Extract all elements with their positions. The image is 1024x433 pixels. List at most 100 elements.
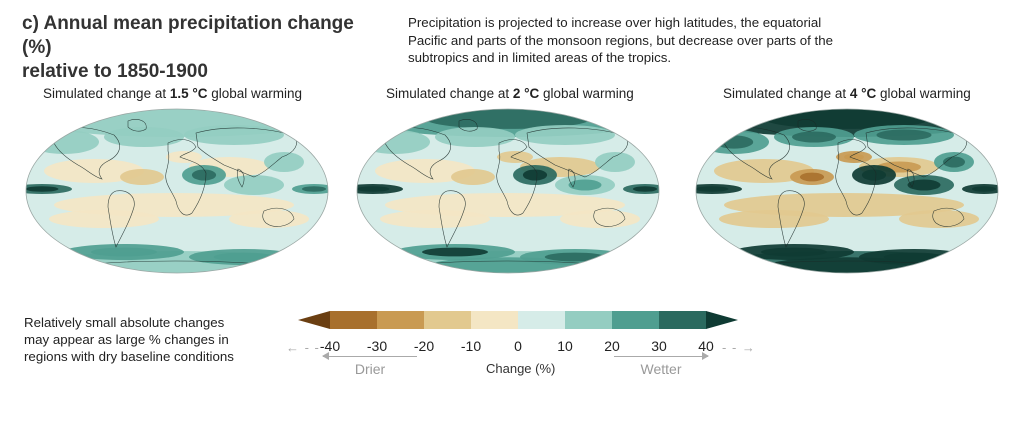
map-field — [357, 109, 659, 273]
precip-region — [166, 151, 202, 163]
colorbar-segment — [659, 311, 707, 329]
colorbar-segment — [424, 311, 472, 329]
coastline — [906, 168, 915, 188]
legend-axis-title: Change (%) — [486, 361, 556, 376]
colorbar-segment — [565, 311, 613, 329]
precip-core — [213, 252, 275, 262]
precip-core — [91, 247, 157, 257]
panel-title-line1: c) Annual mean precipitation change (%) — [22, 13, 354, 58]
precip-core — [422, 247, 488, 257]
precip-core — [792, 131, 836, 143]
description-line3: subtropics and in limited areas of the t… — [408, 50, 672, 65]
precip-region — [719, 210, 829, 228]
colorbar-segment — [518, 311, 566, 329]
map-label-1-5: Simulated change at 1.5 °C global warmin… — [43, 86, 303, 101]
tick-40: 40 — [698, 338, 714, 354]
precip-region — [899, 210, 979, 228]
map-label-4: Simulated change at 4 °C global warming — [723, 86, 971, 101]
precip-core — [522, 169, 548, 181]
note-line2: may appear as large % changes in — [24, 332, 229, 347]
right-dashed-arrow-icon: - - → — [722, 340, 756, 355]
tick-minus-40: -40 — [319, 338, 341, 354]
colorbar-extend-max — [706, 311, 738, 329]
drier-arrow-icon — [322, 352, 417, 360]
map-border — [695, 108, 999, 274]
panel-title: c) Annual mean precipitation change (%) … — [22, 12, 382, 84]
coastline — [262, 207, 295, 227]
drier-indicator: Drier — [322, 352, 417, 377]
tick-10: 10 — [557, 338, 573, 354]
precip-core — [191, 169, 217, 181]
wetter-indicator: Wetter — [614, 352, 709, 377]
precip-core — [799, 172, 825, 182]
coastline — [723, 126, 790, 180]
precip-region — [560, 210, 640, 228]
precip-region — [264, 152, 304, 172]
precip-region — [29, 130, 99, 154]
colorbar-segment — [471, 311, 519, 329]
tick-30: 30 — [651, 338, 667, 354]
coastline — [127, 119, 147, 132]
colorbar-segment — [612, 311, 660, 329]
baseline-note: Relatively small absolute changes may ap… — [24, 314, 274, 365]
precip-core — [844, 153, 864, 161]
precip-region — [44, 159, 144, 183]
note-line1: Relatively small absolute changes — [24, 315, 225, 330]
precip-core — [26, 186, 59, 192]
coastline — [165, 139, 207, 216]
tick-20: 20 — [604, 338, 620, 354]
coastline — [107, 190, 135, 248]
precip-region — [714, 159, 814, 183]
panel-description: Precipitation is projected to increase o… — [408, 14, 888, 67]
coastline — [496, 139, 538, 216]
precip-region — [120, 169, 164, 185]
map-label-2: Simulated change at 2 °C global warming — [386, 86, 634, 101]
coastline — [797, 119, 817, 132]
map-field — [696, 109, 998, 273]
precip-core — [761, 247, 827, 257]
coastline — [865, 127, 967, 178]
tick-0: 0 — [514, 338, 522, 354]
colorbar-extend-min — [298, 311, 330, 329]
map-2-degree — [355, 107, 661, 275]
precip-core — [883, 252, 945, 262]
precip-core — [568, 179, 602, 191]
coastline — [932, 207, 965, 227]
coastline — [458, 119, 478, 132]
precip-core — [876, 129, 932, 141]
precip-core — [357, 186, 390, 192]
precip-core — [301, 186, 327, 192]
description-line1: Precipitation is projected to increase o… — [408, 15, 822, 30]
precip-core — [943, 156, 965, 168]
tick-minus-10: -10 — [460, 338, 482, 354]
map-4-degree — [694, 107, 1000, 275]
note-line3: regions with dry baseline conditions — [24, 349, 234, 364]
coastline — [593, 207, 626, 227]
precip-core — [907, 179, 941, 191]
coastline — [777, 190, 805, 248]
precip-core — [425, 109, 591, 129]
colorbar-segment — [330, 311, 378, 329]
tick-minus-30: -30 — [366, 338, 388, 354]
precip-region — [229, 210, 309, 228]
precip-core — [632, 186, 658, 192]
wetter-arrow-icon — [614, 352, 709, 360]
precip-core — [971, 186, 997, 192]
precip-region — [451, 169, 495, 185]
precip-region — [360, 130, 430, 154]
wetter-label: Wetter — [640, 361, 682, 377]
coastline — [195, 127, 297, 178]
drier-label: Drier — [354, 361, 386, 377]
colorbar-segment — [377, 311, 425, 329]
coastline — [526, 127, 628, 178]
map-1-5-degree — [24, 107, 330, 275]
precip-core — [696, 186, 729, 192]
map-border — [356, 108, 660, 274]
precip-region — [595, 152, 635, 172]
coastline — [438, 190, 466, 248]
tick-minus-20: -20 — [413, 338, 435, 354]
precip-region — [435, 127, 515, 147]
precip-region — [104, 127, 184, 147]
precip-core — [544, 252, 606, 262]
panel-title-line2: relative to 1850-1900 — [22, 61, 208, 82]
